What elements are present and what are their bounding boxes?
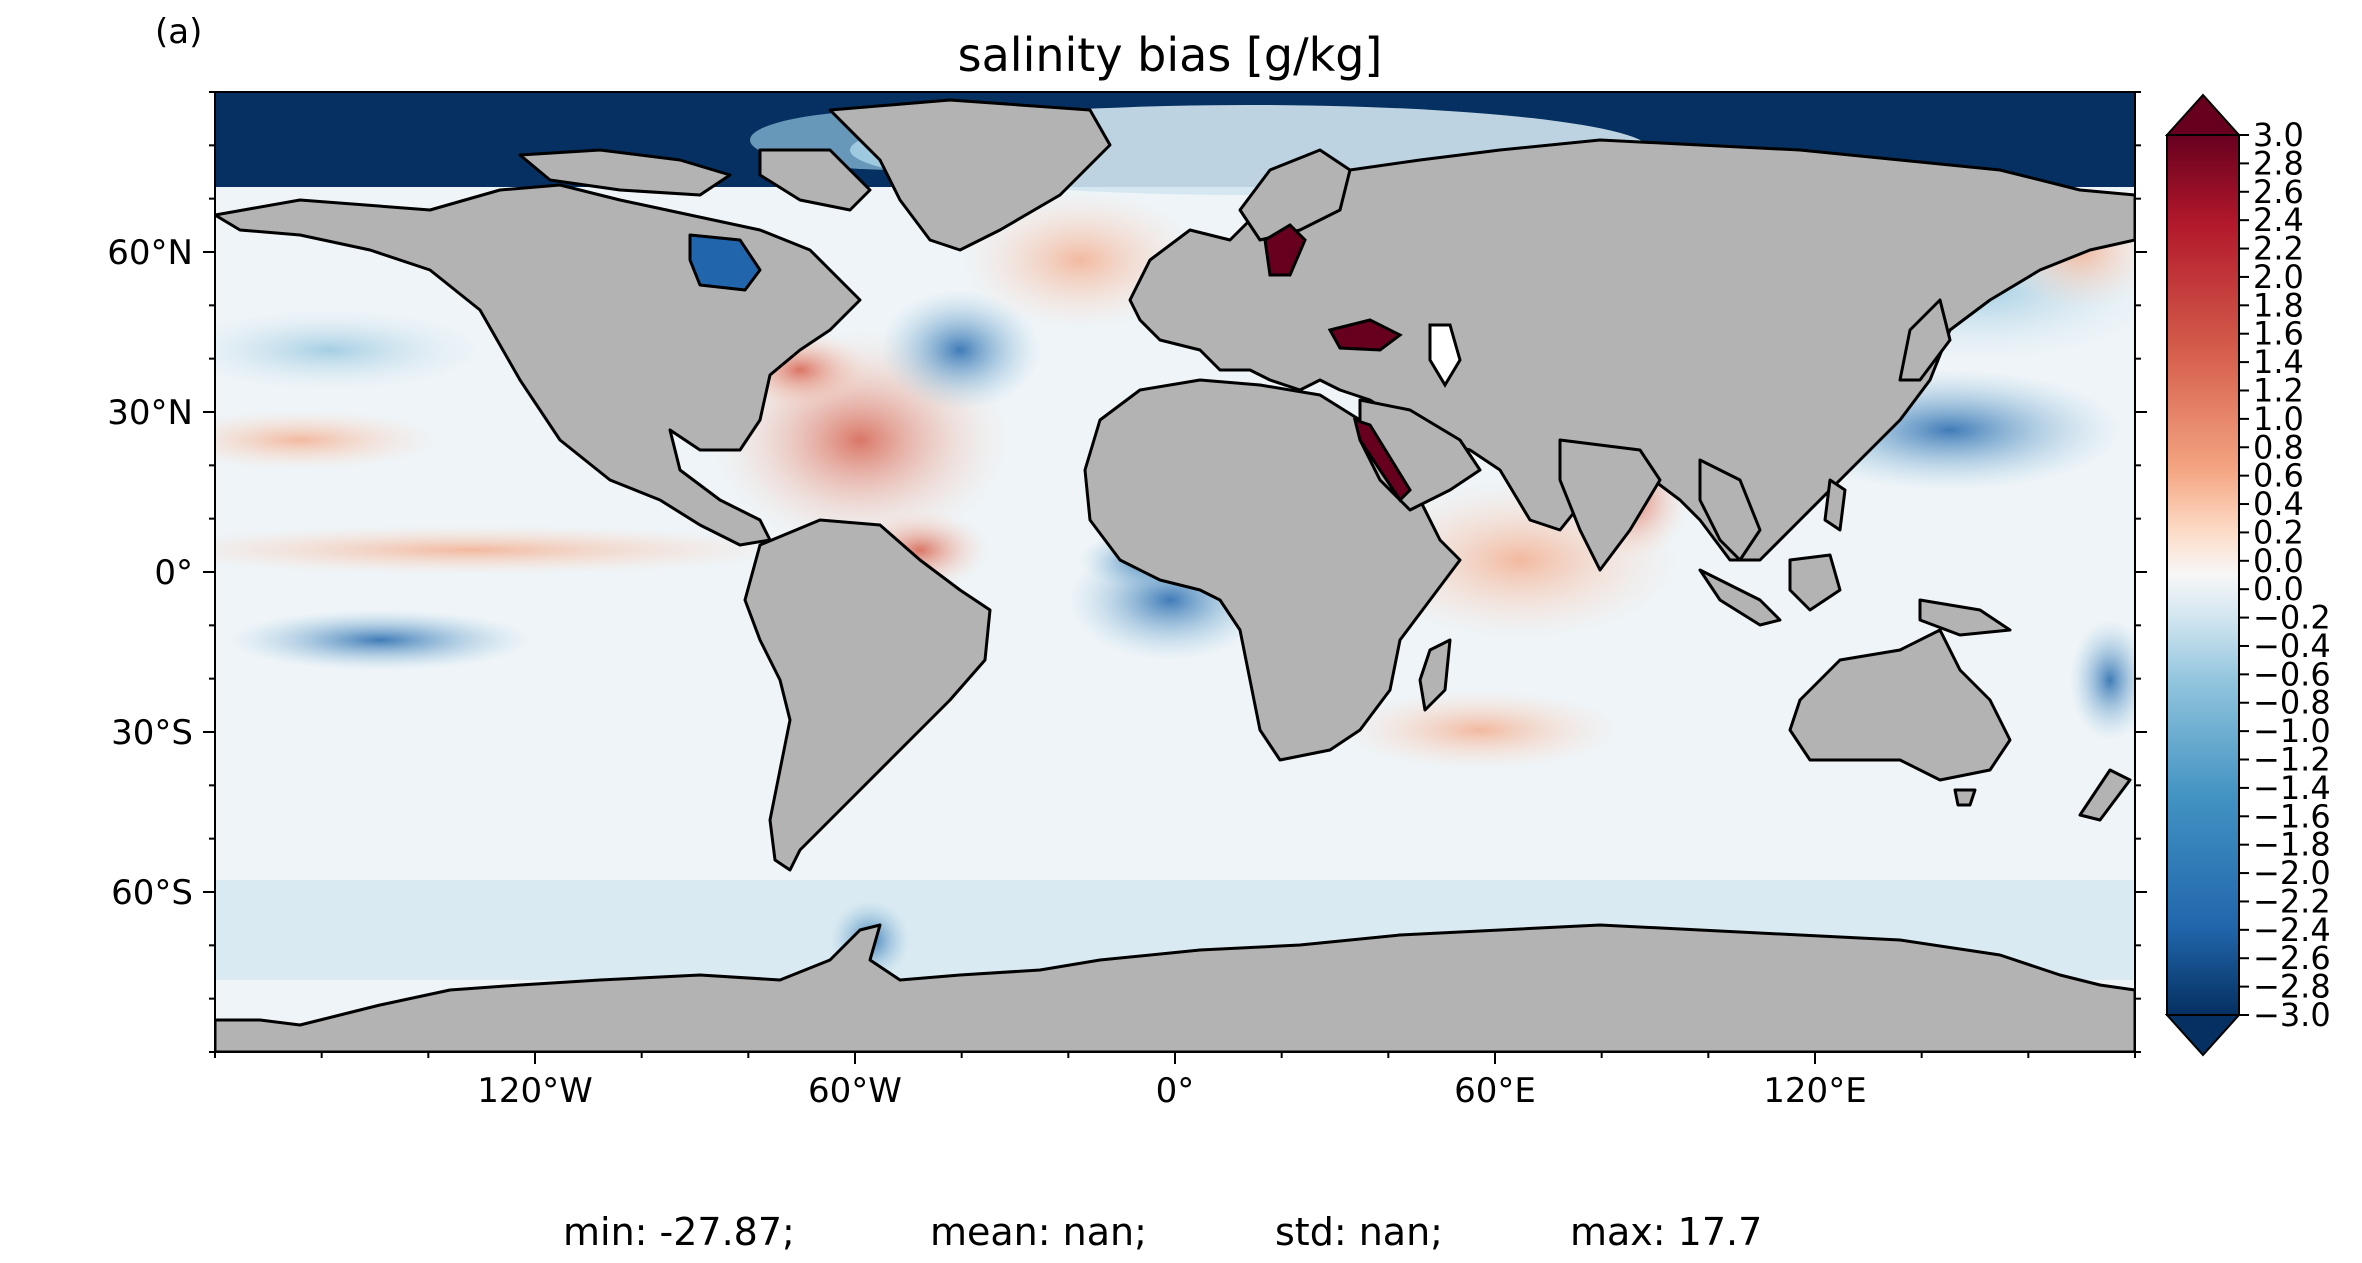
lat-tick-label: 60°N xyxy=(107,233,193,273)
lon-tick-label: 120°E xyxy=(1763,1071,1866,1111)
baltic-sea xyxy=(1263,223,1307,277)
colorbar-tick-label: −1.2 xyxy=(2253,741,2331,779)
land-south-america xyxy=(743,518,992,872)
colorbar-tick-label: −1.8 xyxy=(2253,826,2331,864)
land-indochina xyxy=(1698,458,1762,562)
red-sea xyxy=(1352,417,1412,503)
colorbar-tick-label: 2.0 xyxy=(2253,258,2304,296)
colorbar-tick-label: 0.6 xyxy=(2253,457,2304,495)
land-madagascar xyxy=(1418,638,1452,712)
land-sumatra xyxy=(1698,568,1782,627)
colorbar-tick-label: 0.2 xyxy=(2253,513,2304,551)
land-tasmania xyxy=(1953,788,1977,807)
land-india xyxy=(1558,438,1662,572)
stat-min: min: -27.87; xyxy=(563,1210,795,1254)
lat-tick-label: 0° xyxy=(154,553,193,593)
colorbar-tick-label: −2.8 xyxy=(2253,968,2331,1006)
colorbar-tick-label: 3.0 xyxy=(2253,116,2304,154)
lon-tick-label: 60°E xyxy=(1454,1071,1536,1111)
land-philippines xyxy=(1823,478,1847,532)
colorbar-tick-label: −0.8 xyxy=(2253,684,2331,722)
colorbar-extend-low xyxy=(2164,1014,2242,1057)
colorbar-tick-label: 1.4 xyxy=(2253,343,2304,381)
colorbar-tick-label: 2.8 xyxy=(2253,144,2304,182)
panel-label: (a) xyxy=(155,12,203,52)
land-africa xyxy=(1083,378,1462,762)
hudson-bay xyxy=(688,233,762,292)
land-new-guinea xyxy=(1918,598,2012,637)
stat-std: std: nan; xyxy=(1275,1210,1443,1254)
colorbar: 3.02.82.62.42.22.01.81.61.41.21.00.80.60… xyxy=(2164,93,2331,1057)
lat-tick-label: 30°N xyxy=(107,393,193,433)
colorbar-tick-label: 0.4 xyxy=(2253,485,2304,523)
colorbar-tick-label: −2.2 xyxy=(2253,882,2331,920)
lon-tick-label: 0° xyxy=(1156,1071,1195,1111)
colorbar-tick-label: −2.4 xyxy=(2253,911,2331,949)
colorbar-tick-label: 2.2 xyxy=(2253,230,2304,268)
lat-tick-label: 30°S xyxy=(111,713,193,753)
colorbar-tick-label: −0.2 xyxy=(2253,599,2331,637)
colorbar-tick-label: −0.4 xyxy=(2253,627,2331,665)
colorbar-tick-label: 0.0 xyxy=(2253,542,2304,580)
land-borneo xyxy=(1788,553,1842,612)
colorbar-tick-label: 0.0 xyxy=(2253,570,2304,608)
marginal-seas xyxy=(1263,223,1412,503)
colorbar-tick-label: −1.6 xyxy=(2253,797,2331,835)
lat-axis: 60°N 30°N 0° 30°S 60°S xyxy=(107,91,2147,1053)
stats-line: min: -27.87; mean: nan; std: nan; max: 1… xyxy=(0,1210,2362,1260)
land-canadian-islands xyxy=(518,148,732,197)
colorbar-tick-label: 1.0 xyxy=(2253,400,2304,438)
lon-tick-label: 60°W xyxy=(808,1071,902,1111)
colorbar-tick-label: 0.8 xyxy=(2253,428,2304,466)
colorbar-tick-label: −2.0 xyxy=(2253,854,2331,892)
lon-tick-label: 120°W xyxy=(477,1071,593,1111)
colorbar-tick-label: −0.6 xyxy=(2253,655,2331,693)
land-eurasia xyxy=(1128,138,2135,562)
land-japan xyxy=(1898,298,1952,382)
lat-tick-label: 60°S xyxy=(111,873,193,913)
colorbar-tick-label: 2.4 xyxy=(2253,201,2304,239)
colorbar-tick-label: 1.8 xyxy=(2253,286,2304,324)
land-australia xyxy=(1788,628,2012,782)
land-antarctica xyxy=(215,923,2135,1052)
lon-axis: 120°W 60°W 0° 60°E 120°E xyxy=(214,1052,2136,1111)
colorbar-extend-high xyxy=(2164,93,2242,136)
stat-mean: mean: nan; xyxy=(930,1210,1147,1254)
map-title: salinity bias [g/kg] xyxy=(957,28,1383,82)
colorbar-tick-label: 1.6 xyxy=(2253,315,2304,353)
colorbar-tick-label: 1.2 xyxy=(2253,371,2304,409)
colorbar-tick-label: −2.6 xyxy=(2253,939,2331,977)
colorbar-tick-label: 2.6 xyxy=(2253,173,2304,211)
colorbar-body xyxy=(2166,134,2240,1016)
stat-max: max: 17.7 xyxy=(1570,1210,1763,1254)
land-baffin xyxy=(758,148,872,212)
colorbar-tick-label: −1.0 xyxy=(2253,712,2331,750)
land-greenland xyxy=(828,98,1112,252)
black-sea xyxy=(1327,318,1403,352)
land-new-zealand xyxy=(2078,768,2132,822)
land-masses xyxy=(215,98,2135,1052)
colorbar-tick-label: −1.4 xyxy=(2253,769,2331,807)
colorbar-ticks: 3.02.82.62.42.22.01.81.61.41.21.00.80.60… xyxy=(2239,116,2331,1034)
caspian-sea xyxy=(1428,323,1462,388)
colorbar-tick-label: −3.0 xyxy=(2253,996,2331,1034)
